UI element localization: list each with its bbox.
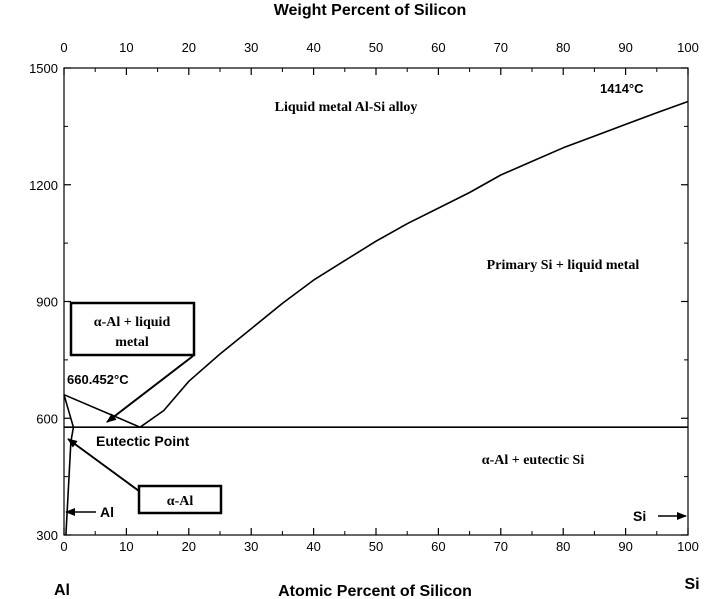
x-tick-label-9: 90 [618,539,632,554]
y-tick-label-3: 1200 [29,178,58,193]
x-tick-label-6: 60 [431,539,445,554]
phase-line-0 [139,100,689,428]
top-tick-label-9: 90 [618,40,632,55]
alpha-al-pointer [67,438,140,492]
top-tick-label-5: 50 [369,40,383,55]
x-tick-label-5: 50 [369,539,383,554]
top-tick-label-3: 30 [244,40,258,55]
end-label-si: Si [684,576,699,593]
al-melting-point-label: 660.452°C [67,372,129,387]
axis-ticks: 0 10 20 30 40 50 60 70 80 90 100 0 10 20 30 40 50 60 70 80 9… [29,40,699,554]
x-tick-label-7: 70 [494,539,508,554]
phase-line-1 [63,393,141,428]
phase-line-3 [63,394,75,536]
y-tick-label-0: 300 [36,528,58,543]
eutectic-point-label: Eutectic Point [96,433,190,449]
top-tick-label-8: 80 [556,40,570,55]
top-tick-label-7: 70 [494,40,508,55]
alpha-al-callout-label: α-Al [167,494,194,509]
al-arrow-label: Al [100,504,114,520]
al-liquid-pointer [106,355,194,423]
liquid-region-label: Liquid metal Al-Si alloy [275,100,418,115]
chart-title: Weight Percent of Silicon [274,2,467,19]
x-tick-label-4: 40 [306,539,320,554]
x-tick-label-3: 30 [244,539,258,554]
top-tick-label-10: 100 [677,40,699,55]
y-tick-label-4: 1500 [29,61,58,76]
al-liquid-callout-line2: metal [115,335,149,350]
top-tick-label-0: 0 [60,40,67,55]
x-axis-label: Atomic Percent of Silicon [278,583,472,599]
x-tick-label-0: 0 [60,539,67,554]
si-arrow-label: Si [633,508,646,524]
x-tick-label-8: 80 [556,539,570,554]
x-tick-label-10: 100 [677,539,699,554]
al-eutectic-region-label: α-Al + eutectic Si [482,453,585,468]
phase-boundaries [63,100,689,536]
al-liquid-callout-box [69,301,196,357]
top-tick-label-6: 60 [431,40,445,55]
y-tick-label-2: 900 [36,295,58,310]
primary-si-region-label: Primary Si + liquid metal [487,258,640,273]
al-liquid-callout-line1: α-Al + liquid [94,315,171,330]
si-melting-point-label: 1414°C [600,81,644,96]
alpha-al-callout-box [137,484,223,515]
y-tick-label-1: 600 [36,411,58,426]
end-label-al: Al [54,582,70,599]
top-tick-label-2: 20 [182,40,196,55]
plot-frame [63,67,689,536]
x-tick-label-2: 20 [182,539,196,554]
top-tick-label-4: 40 [306,40,320,55]
x-tick-label-1: 10 [119,539,133,554]
top-tick-label-1: 10 [119,40,133,55]
